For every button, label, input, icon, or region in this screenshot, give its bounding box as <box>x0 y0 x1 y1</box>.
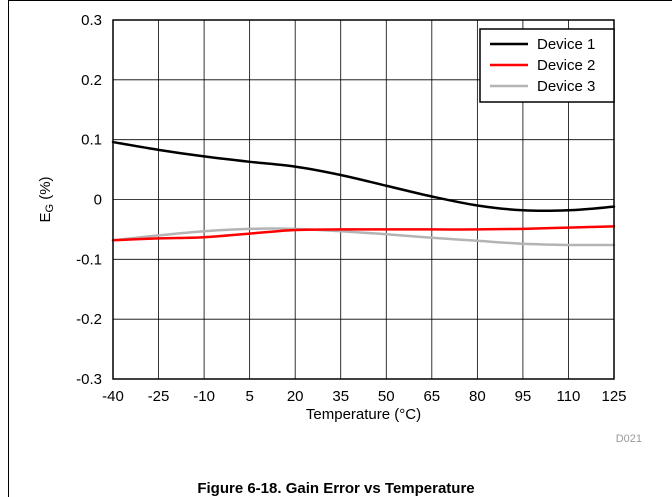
legend-label-device-3: Device 3 <box>537 78 595 95</box>
y-tick-label: 0.3 <box>81 12 102 29</box>
x-axis-label: Temperature (°C) <box>306 406 421 423</box>
figure-code: D021 <box>616 433 642 445</box>
y-tick-label: 0 <box>94 192 102 209</box>
x-tick-label: 35 <box>332 388 349 405</box>
series-line-device-2 <box>111 225 616 242</box>
frame-left-border <box>8 0 9 497</box>
series-line-device-1 <box>111 140 616 213</box>
y-tick-label: -0.3 <box>76 371 102 388</box>
legend-label-device-2: Device 2 <box>537 57 595 74</box>
x-tick-label: 95 <box>515 388 532 405</box>
grid-lines <box>113 20 614 379</box>
x-tick-label: 65 <box>423 388 440 405</box>
series-lines <box>111 140 616 247</box>
gain-error-chart: -40 -25 -10 5 20 35 50 65 80 95 110 125 0.3 0.2 0.1 0 -… <box>37 12 642 445</box>
x-tick-label: 80 <box>469 388 486 405</box>
figure-caption: Figure 6-18. Gain Error vs Temperature <box>197 480 475 497</box>
y-tick-labels: 0.3 0.2 0.1 0 -0.1 -0.2 -0.3 <box>76 12 102 388</box>
x-tick-label: 125 <box>601 388 626 405</box>
legend-label-device-1: Device 1 <box>537 36 595 53</box>
x-tick-labels: -40 -25 -10 5 20 35 50 65 80 95 110 125 <box>102 388 626 405</box>
x-tick-label: 20 <box>287 388 304 405</box>
x-tick-label: 5 <box>245 388 253 405</box>
y-axis-label-subscript: G <box>44 204 56 213</box>
y-axis-label-main: E <box>37 213 54 223</box>
y-axis-label-unit: (%) <box>37 176 54 204</box>
plot-area-border <box>112 19 615 380</box>
y-tick-label: 0.2 <box>81 72 102 89</box>
x-tick-label: -10 <box>193 388 215 405</box>
y-tick-label: -0.2 <box>76 311 102 328</box>
x-tick-label: 110 <box>556 388 580 405</box>
x-tick-label: 50 <box>378 388 395 405</box>
legend: Device 1 Device 2 Device 3 <box>479 28 615 103</box>
y-tick-label: 0.1 <box>81 132 102 149</box>
x-tick-label: -25 <box>148 388 170 405</box>
y-axis-label: EG (%) <box>37 176 56 222</box>
series-line-device-3 <box>111 227 616 247</box>
x-tick-label: -40 <box>102 388 124 405</box>
y-tick-label: -0.1 <box>76 251 102 268</box>
frame-top-border <box>8 0 672 1</box>
